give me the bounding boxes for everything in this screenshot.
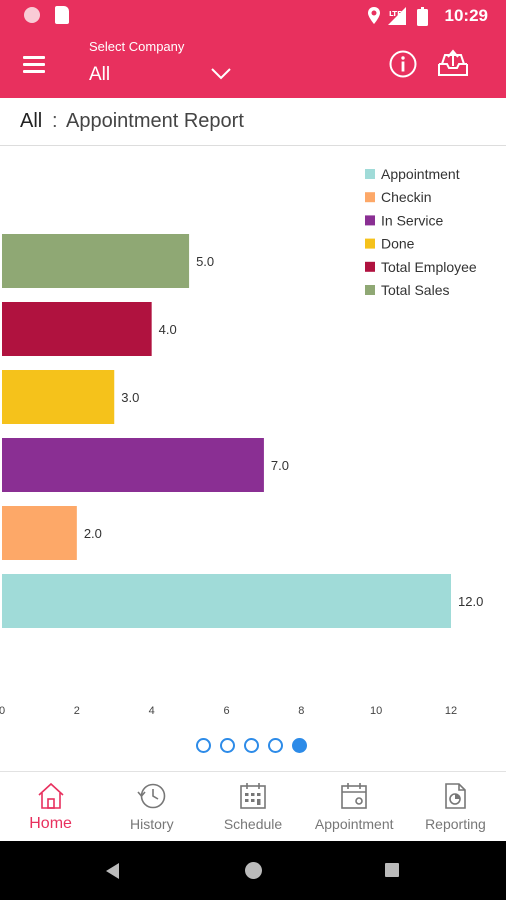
battery-icon xyxy=(417,7,428,26)
x-tick-label: 4 xyxy=(149,705,155,717)
legend-swatch xyxy=(365,285,375,295)
page-dot-2[interactable] xyxy=(220,738,235,753)
bar-total-employee xyxy=(2,302,152,356)
status-right-icons: LTE xyxy=(368,7,428,26)
bar-value-label: 7.0 xyxy=(271,458,289,473)
nav-appointment-label: Appointment xyxy=(314,816,394,832)
system-navigation-bar xyxy=(0,841,506,900)
x-tick-label: 12 xyxy=(445,705,457,717)
nav-appointment[interactable]: Appointment xyxy=(304,772,405,841)
notification-dot-icon xyxy=(24,7,40,23)
nav-history[interactable]: History xyxy=(101,772,202,841)
lte-signal-icon: LTE xyxy=(388,7,406,25)
page-dot-4[interactable] xyxy=(268,738,283,753)
system-home-icon[interactable] xyxy=(245,862,262,879)
report-company: All xyxy=(20,110,43,132)
bar-total-sales xyxy=(2,234,190,288)
nav-history-label: History xyxy=(130,816,174,832)
chevron-down-icon[interactable] xyxy=(209,64,233,82)
chart-canvas: 12.0 2.0 7.0 3.0 4.0 5.0 0 2 4 6 8 10 12 Appointment C… xyxy=(0,166,483,717)
sd-card-icon xyxy=(55,6,69,24)
legend-entry: Checkin xyxy=(381,189,432,205)
report-header: All : Appointment Report xyxy=(0,98,506,146)
menu-icon xyxy=(23,56,45,59)
reporting-icon xyxy=(445,783,467,809)
nav-home[interactable]: Home xyxy=(0,772,101,841)
status-time: 10:29 xyxy=(444,6,488,25)
company-select-label: Select Company xyxy=(89,39,185,54)
location-icon xyxy=(368,7,380,24)
nav-schedule[interactable]: Schedule xyxy=(202,772,303,841)
bar-appointment xyxy=(2,574,451,628)
nav-reporting-label: Reporting xyxy=(425,816,486,832)
page-indicator xyxy=(196,738,307,754)
bar-done xyxy=(2,370,115,424)
legend-swatch xyxy=(365,169,375,179)
nav-reporting[interactable]: Reporting xyxy=(405,772,506,841)
system-recents-icon[interactable] xyxy=(385,863,399,877)
bar-value-label: 12.0 xyxy=(458,594,483,609)
bar-checkin xyxy=(2,506,77,560)
x-tick-label: 2 xyxy=(74,705,80,717)
schedule-icon xyxy=(240,783,266,809)
report-title: Appointment Report xyxy=(66,110,244,132)
x-tick-label: 0 xyxy=(0,705,5,717)
system-back-icon[interactable] xyxy=(106,863,119,879)
appointment-icon xyxy=(341,783,368,809)
bar-value-label: 4.0 xyxy=(159,322,177,337)
legend-swatch xyxy=(365,238,375,249)
company-select-value[interactable]: All xyxy=(89,64,111,85)
bar-value-label: 5.0 xyxy=(196,254,214,269)
bar-in-service xyxy=(2,438,264,492)
legend-entry: Total Sales xyxy=(381,282,449,298)
legend-swatch xyxy=(365,192,375,203)
history-icon xyxy=(137,783,166,809)
legend-entry: Done xyxy=(381,236,415,252)
legend-entry: In Service xyxy=(381,212,443,228)
bar-value-label: 3.0 xyxy=(121,390,139,405)
nav-home-label: Home xyxy=(29,815,72,832)
x-tick-label: 10 xyxy=(370,705,382,717)
network-type-label: LTE xyxy=(389,10,402,18)
status-bar: LTE 10:29 xyxy=(0,0,506,32)
legend-entry: Total Employee xyxy=(381,259,477,275)
bar-value-label: 2.0 xyxy=(84,526,102,541)
legend-swatch xyxy=(365,215,375,226)
page-dot-3[interactable] xyxy=(244,738,259,753)
report-separator: : xyxy=(52,110,58,132)
legend-entry: Appointment xyxy=(381,166,460,182)
bottom-navigation: Home History Schedule xyxy=(0,771,506,841)
page-dot-1[interactable] xyxy=(196,738,211,753)
app-bar: Select Company All xyxy=(0,32,506,98)
x-tick-label: 8 xyxy=(298,705,304,717)
menu-button[interactable] xyxy=(22,52,48,78)
upload-tray-icon[interactable] xyxy=(436,48,470,78)
page-dot-5[interactable] xyxy=(292,738,307,753)
info-icon[interactable] xyxy=(388,49,418,79)
appointment-bar-chart: 12.0 2.0 7.0 3.0 4.0 5.0 0 2 4 6 8 10 12 Appointment C… xyxy=(0,147,506,727)
nav-schedule-label: Schedule xyxy=(223,816,283,832)
home-icon xyxy=(38,782,64,809)
x-tick-label: 6 xyxy=(223,705,229,717)
legend-swatch xyxy=(365,261,375,272)
